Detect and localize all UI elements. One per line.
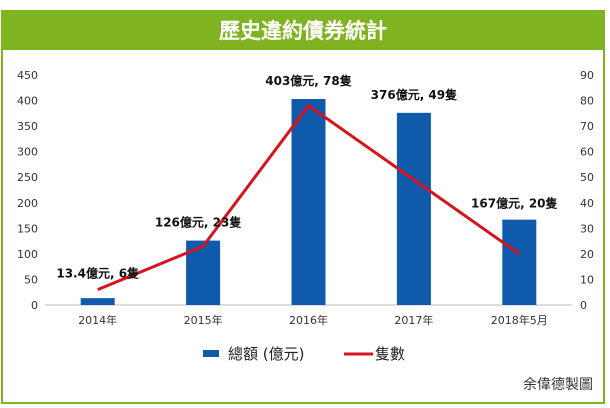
bar	[80, 298, 115, 305]
data-label: 13.4億元, 6隻	[56, 266, 139, 281]
left-tick-label: 350	[17, 120, 38, 133]
right-tick-label: 20	[580, 248, 594, 261]
left-tick-label: 300	[17, 146, 38, 159]
legend-bar-swatch	[203, 350, 219, 357]
x-tick-label: 2015年	[184, 313, 223, 327]
left-tick-label: 200	[17, 197, 38, 210]
line-series	[97, 103, 521, 292]
chart-title: 歷史違約債券統計	[3, 12, 603, 50]
x-tick-label: 2016年	[289, 313, 328, 327]
data-label: 376億元, 49隻	[371, 87, 458, 102]
left-tick-label: 50	[24, 273, 38, 286]
right-tick-label: 70	[580, 120, 594, 133]
left-tick-label: 400	[17, 95, 38, 108]
left-tick-label: 250	[17, 171, 38, 184]
data-label: 403億元, 78隻	[265, 73, 352, 88]
chart-frame: 歷史違約債券統計 余偉德製圖	[1, 10, 605, 404]
bar	[396, 112, 431, 305]
bar	[502, 219, 537, 305]
legend-bar-label: 總額 (億元)	[228, 345, 304, 363]
data-label: 167億元, 20隻	[471, 196, 558, 211]
right-tick-label: 90	[580, 69, 594, 82]
right-tick-label: 40	[580, 197, 594, 210]
left-tick-label: 0	[31, 299, 38, 312]
left-tick-label: 100	[17, 248, 38, 261]
bar	[291, 99, 326, 306]
right-tick-label: 80	[580, 95, 594, 108]
credit: 余偉德製圖	[523, 377, 593, 393]
right-tick-label: 30	[580, 222, 594, 235]
right-tick-label: 0	[580, 299, 587, 312]
right-tick-label: 10	[580, 273, 594, 286]
right-tick-label: 50	[580, 171, 594, 184]
left-tick-label: 150	[17, 222, 38, 235]
right-tick-label: 60	[580, 146, 594, 159]
left-tick-label: 450	[17, 69, 38, 82]
x-tick-label: 2017年	[394, 313, 433, 327]
x-tick-label: 2018年5月	[491, 313, 548, 327]
legend-line-label: 隻數	[375, 345, 405, 363]
x-tick-label: 2014年	[78, 313, 117, 327]
data-label: 126億元, 23隻	[155, 215, 242, 230]
